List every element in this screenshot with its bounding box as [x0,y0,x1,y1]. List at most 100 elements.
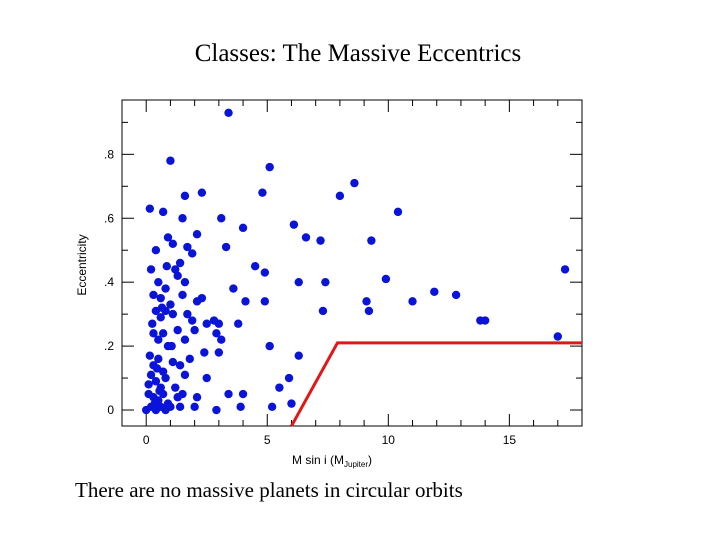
data-point [154,335,163,344]
y-tick-label: 0 [107,403,114,417]
data-point [146,265,156,274]
data-point [316,236,325,245]
data-point [178,290,187,300]
x-tick-label: 5 [264,433,271,447]
data-point [144,380,153,389]
data-point [180,191,190,201]
data-point [362,297,371,306]
data-point [451,290,461,300]
data-point [154,277,163,287]
data-point [381,274,391,284]
axis-ticks [122,100,583,426]
data-point [161,373,170,383]
data-point [188,316,197,325]
data-point [188,249,197,258]
data-point [166,402,175,412]
boundary-line [290,341,582,427]
data-point [200,348,209,357]
data-point [156,313,165,322]
y-tick-label: .6 [104,211,114,225]
data-point [364,306,374,316]
data-point [175,402,185,412]
data-point [238,223,248,233]
x-tick-label: 15 [503,433,517,447]
data-point [173,325,182,335]
data-point [152,364,162,373]
tick-labels: 0 5 10 15 0 .2 .4 .6 .8 [104,147,516,447]
data-point [175,258,185,268]
x-tick-label: 10 [382,433,396,447]
data-point [367,236,376,245]
data-point [168,309,178,319]
data-point [234,319,243,328]
data-point [158,329,168,338]
data-point [192,393,202,402]
data-point [167,341,176,351]
x-axis-label: M sin i (MJupiter) [292,453,372,469]
data-point [214,319,224,328]
data-point [155,386,164,396]
data-point [294,351,303,360]
plot-frame [121,99,583,427]
data-point [157,303,167,312]
data-point [335,191,345,201]
data-point [180,370,190,380]
data-point [156,293,165,303]
data-point [150,399,159,408]
y-tick-label: .4 [104,275,114,289]
data-point [178,389,187,399]
data-point [202,319,211,328]
data-point [183,309,192,319]
data-point [221,242,231,252]
slide-caption: There are no massive planets in circular… [75,478,463,502]
data-point [180,277,190,287]
data-point [430,287,439,296]
data-point [229,284,238,293]
data-point [318,306,328,316]
data-point [162,261,171,271]
data-point [275,383,284,392]
data-point [224,389,233,399]
data-point [145,351,155,360]
data-point [260,268,270,277]
data-point [241,297,250,306]
data-point [214,348,224,357]
data-point [258,188,267,197]
data-point [166,156,175,165]
x-tick-label: 0 [143,433,150,447]
data-point [145,204,155,213]
data-point [224,108,233,117]
data-point [202,373,211,383]
data-point [294,277,303,287]
data-point [161,284,170,293]
data-point [197,293,207,303]
data-point [154,354,163,364]
x-axis-label-end: ) [368,453,372,467]
data-point [301,233,311,242]
data-point [183,242,192,252]
data-point [197,188,207,197]
data-point [190,402,199,412]
y-tick-label: .8 [104,147,114,161]
data-point [171,383,180,392]
data-point [289,220,299,229]
data-point [151,246,161,255]
y-tick-label: .2 [104,339,114,353]
data-point [321,277,330,287]
data-points [142,108,570,415]
data-point [185,354,194,364]
data-point [212,405,221,415]
data-point [236,402,245,412]
data-point [163,233,173,242]
slide-title: Classes: The Massive Eccentrics [194,40,522,67]
data-point [217,214,226,223]
data-point [267,402,277,412]
data-point [166,300,175,309]
data-point [180,335,190,344]
data-point [148,319,157,328]
data-point [480,316,490,325]
data-point [192,230,202,239]
data-point [149,329,158,338]
data-point [238,389,248,399]
